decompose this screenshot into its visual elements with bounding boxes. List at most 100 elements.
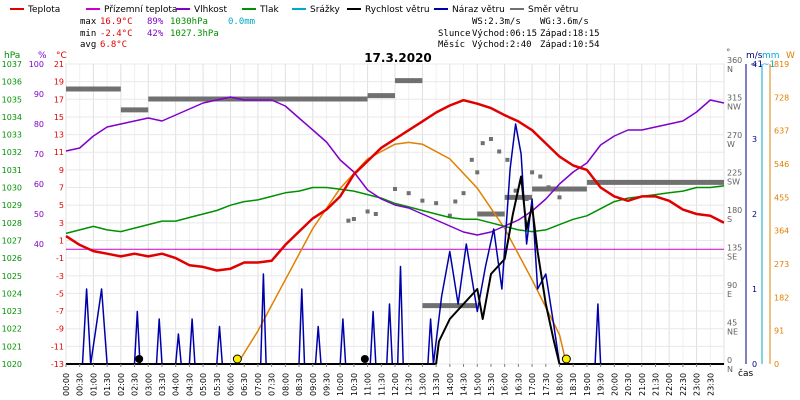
min-press: 1027.3hPa [170,29,219,39]
pct-tick-label: 90 [34,90,44,99]
deg-tick-label: 45 [727,319,737,328]
degc-unit: °C [56,51,67,61]
series-vlhkost [65,96,725,236]
x-tick-label: 11:00 [364,373,373,396]
wg-info: WG:3.6m/s [540,17,589,27]
ms-tick-label: 2 [752,210,757,219]
pct-tick-label: 50 [34,210,44,219]
x-tick-label: 09:00 [309,373,318,396]
hpa-tick-label: 1023 [2,307,22,316]
hpa-tick-label: 1037 [2,60,22,69]
hpa-tick-label: 1036 [2,78,22,87]
hpa-tick-label: 1025 [2,272,22,281]
wind-direction-point [351,217,356,221]
x-tick-label: 04:30 [185,373,194,396]
degc-tick-label: -9 [56,325,64,334]
wind-direction-point [530,170,535,175]
hpa-tick-label: 1026 [2,254,22,263]
x-tick-label: 10:30 [350,373,359,396]
x-tick-label: 14:30 [460,373,469,396]
deg-tick-label: 270 [727,131,742,140]
legend-label-tlak: Tlak [259,5,280,15]
wind-direction-point [346,218,351,223]
x-tick-label: 12:00 [391,373,400,396]
degc-tick-label: -7 [56,307,64,316]
x-tick-label: 11:30 [377,373,386,396]
legend-label-rychlost: Rychlost větru [365,5,430,15]
hpa-tick-label: 1030 [2,184,22,193]
degc-tick-label: 13 [54,131,64,140]
deg-tick-label: 90 [727,281,737,290]
wind-direction-point [434,201,439,206]
pct-tick-label: 80 [34,120,44,129]
degc-tick-label: -13 [51,360,64,369]
stats-header: max 16.9°C 89% 1030hPa 0.0mm min -2.4°C … [80,17,600,50]
degc-tick-label: 17 [54,95,64,104]
sun-set: Západ:18:15 [540,29,600,39]
x-tick-label: 19:30 [597,373,606,396]
deg-dir-label: N [727,365,733,374]
hpa-tick-label: 1031 [2,166,22,175]
wind-direction-point [420,198,425,203]
deg-dir-label: E [727,290,732,299]
wind-direction-point [406,191,411,196]
x-tick-label: 22:00 [665,373,674,396]
x-tick-label: 05:30 [213,373,222,396]
x-tick-label: 03:30 [158,373,167,396]
hpa-tick-label: 1035 [2,95,22,104]
x-tick-label: 01:30 [103,373,112,396]
deg-dir-label: N [727,65,733,74]
sun-marker [232,354,242,364]
sun-label: Slunce [438,29,471,39]
ms-unit: m/s [746,51,763,61]
series-teplota [65,98,725,272]
x-tick-label: 14:00 [446,373,455,396]
wind-direction-point [546,185,551,190]
legend-label-rosny: Přízemní teplota [104,5,177,15]
degc-tick-label: 21 [54,60,64,69]
x-tick-label: 20:30 [624,373,633,396]
hpa-unit: hPa [4,51,20,61]
axes: 1037103610351034103310321031103010291028… [2,56,790,374]
deg-dir-label: S [727,215,732,224]
hpa-tick-label: 1022 [2,325,22,334]
hpa-tick-label: 1028 [2,219,22,228]
moon-marker [135,355,144,363]
x-tick-label: 05:00 [199,373,208,396]
hpa-tick-label: 1027 [2,236,22,245]
degc-tick-label: 1 [59,236,64,245]
series-layer [65,78,725,365]
wind-direction-point [447,213,452,218]
mm-unit: mm [762,51,780,61]
ms-tick-label: 0 [752,360,757,369]
ms-tick-label: 3 [752,135,757,144]
moon-label: Měsíc [438,40,465,50]
x-tick-label: 22:30 [679,373,688,396]
legend-label-naraz: Náraz větru [452,5,505,15]
avg-label: avg [80,40,96,50]
x-tick-label: 02:00 [117,373,126,396]
wm2-tick-label: 455 [774,193,789,202]
wm2-tick-label: 819 [774,60,789,69]
chart-title: 17.3.2020 [364,51,432,65]
deg-tick-label: 225 [727,169,742,178]
wm2-tick-label: 91 [774,327,784,336]
min-temp: -2.4°C [100,29,133,39]
x-tick-label: 08:00 [281,373,290,396]
x-tick-label: 01:00 [89,373,98,396]
x-tick-label: 18:30 [569,373,578,396]
deg-dir-label: SW [727,178,740,187]
wind-direction-point [524,197,529,201]
degc-tick-label: -3 [56,272,64,281]
x-tick-label: 07:30 [268,373,277,396]
deg-dir-label: NE [727,328,738,337]
wind-direction-point [365,209,370,214]
max-press: 1030hPa [170,17,208,27]
legend: Teplota Přízemní teplota Vlhkost Tlak Srážky… [10,5,578,15]
deg-dir-label: W [727,140,735,149]
x-tick-label: 18:00 [556,373,565,396]
hpa-tick-label: 1024 [2,289,22,298]
pct-tick-label: 60 [34,180,44,189]
degc-tick-label: 3 [59,219,64,228]
